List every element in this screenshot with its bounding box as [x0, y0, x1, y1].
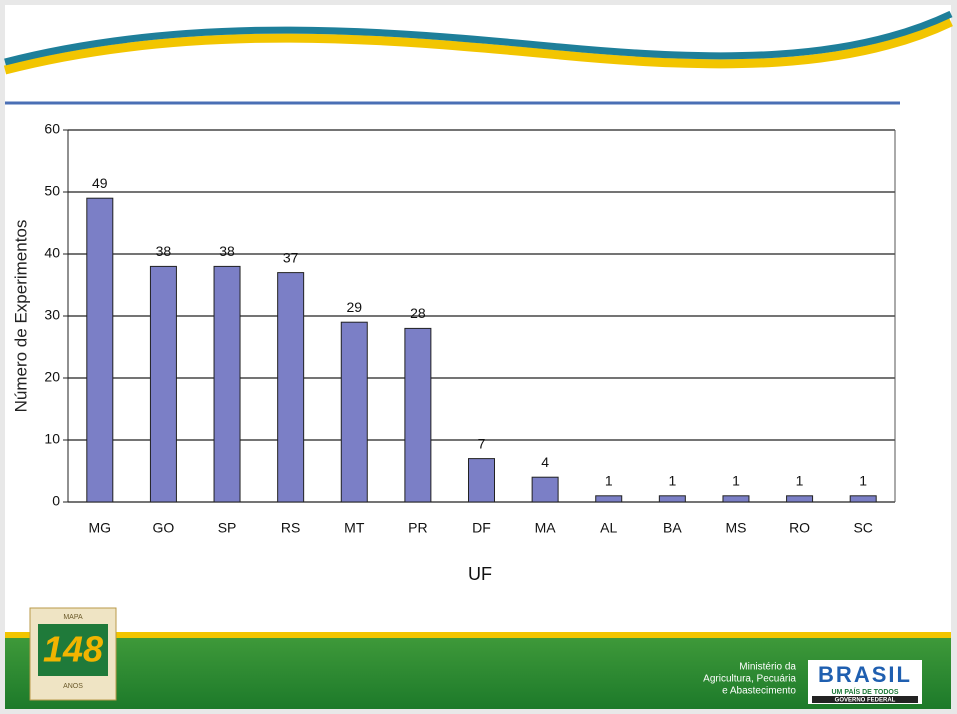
- brasil-logo: BRASIL UM PAÍS DE TODOS GOVERNO FEDERAL: [808, 660, 922, 704]
- brand-sub: GOVERNO FEDERAL: [835, 698, 896, 704]
- bar: [149, 265, 177, 503]
- x-axis-title: UF: [468, 564, 492, 584]
- y-axis-title: Número de Experimentos: [11, 220, 30, 413]
- bar: [277, 272, 305, 503]
- bar: [595, 495, 623, 503]
- data-label: 38: [156, 243, 172, 259]
- footer-stripe: [5, 632, 951, 638]
- x-tick-label: MS: [725, 520, 746, 536]
- x-tick-label: RO: [789, 520, 810, 536]
- logo-148: MAPA 148 ANOS: [29, 607, 117, 701]
- x-tick-label: AL: [600, 520, 617, 536]
- y-tick-label: 50: [44, 183, 60, 199]
- chart: UF Número de Experimentos 0 10 20 30 40 50 60 M…: [11, 121, 896, 584]
- brand: BRASIL: [818, 662, 912, 687]
- data-label: 1: [796, 473, 804, 489]
- x-tick-label: BA: [663, 520, 682, 536]
- x-tick-label: MA: [535, 520, 557, 536]
- bar: [468, 458, 495, 503]
- logo-bottom: ANOS: [63, 683, 83, 690]
- data-label: 1: [668, 473, 676, 489]
- x-tick-label: MT: [344, 520, 365, 536]
- bar: [786, 495, 814, 503]
- data-label: 29: [346, 299, 362, 315]
- y-tick-label: 20: [44, 369, 60, 385]
- x-tick-label: RS: [281, 520, 300, 536]
- data-label: 37: [283, 249, 299, 265]
- data-label: 28: [410, 305, 426, 321]
- data-label: 38: [219, 243, 235, 259]
- data-label: 49: [92, 175, 108, 191]
- y-tick-label: 0: [52, 493, 60, 509]
- brand-bar: [812, 696, 918, 703]
- wave-blue: [4, 10, 953, 66]
- logo-panel: [38, 624, 108, 676]
- logo-number: 148: [43, 629, 103, 670]
- x-tick-label: DF: [472, 520, 491, 536]
- bar: [658, 495, 686, 503]
- ministry-line: Agricultura, Pecuária: [703, 674, 796, 685]
- slide-background: [5, 5, 951, 709]
- bar: [340, 321, 368, 503]
- wave-yellow: [3, 17, 953, 75]
- data-label: 4: [541, 454, 549, 470]
- x-tick-label: MG: [89, 520, 112, 536]
- x-tick-label: PR: [408, 520, 427, 536]
- bar: [849, 495, 877, 503]
- ministry-line: e Abastecimento: [722, 686, 796, 697]
- data-label: 1: [605, 473, 613, 489]
- data-label: 7: [478, 435, 486, 451]
- brand-tagline: UM PAÍS DE TODOS: [831, 687, 898, 696]
- data-label: 1: [859, 473, 867, 489]
- footer-band: [5, 636, 951, 709]
- bar: [722, 495, 750, 503]
- data-label: 1: [732, 473, 740, 489]
- logo-top: MAPA: [63, 614, 83, 621]
- x-tick-label: GO: [153, 520, 175, 536]
- y-tick-label: 30: [44, 307, 60, 323]
- y-tick-label: 10: [44, 431, 60, 447]
- bar: [531, 476, 559, 503]
- x-tick-label: SC: [853, 520, 872, 536]
- bar: [213, 265, 241, 503]
- bar: [404, 327, 432, 503]
- ministry-line: Ministério da: [739, 662, 796, 673]
- x-tick-label: SP: [218, 520, 237, 536]
- y-tick-label: 60: [44, 121, 60, 137]
- y-tick-label: 40: [44, 245, 60, 261]
- bar: [86, 197, 114, 503]
